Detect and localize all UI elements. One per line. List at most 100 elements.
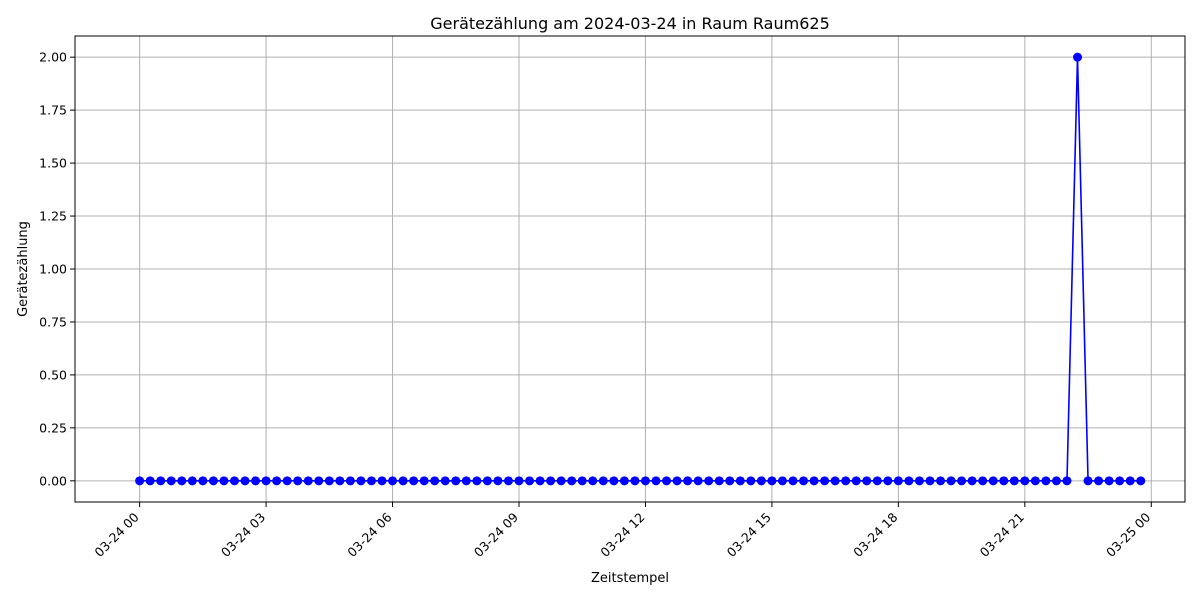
- data-point: [1062, 476, 1072, 486]
- y-tick-label: 1.75: [39, 103, 67, 118]
- data-point: [556, 476, 566, 486]
- y-tick-label: 1.50: [39, 156, 67, 171]
- data-point: [630, 476, 640, 486]
- data-point: [1094, 476, 1104, 486]
- y-tick-label: 0.00: [39, 473, 67, 488]
- data-point: [430, 476, 440, 486]
- data-point: [166, 476, 176, 486]
- data-point: [967, 476, 977, 486]
- data-point: [777, 476, 787, 486]
- data-point: [503, 476, 513, 486]
- data-point: [619, 476, 629, 486]
- data-point: [303, 476, 313, 486]
- data-point: [293, 476, 303, 486]
- data-point: [546, 476, 556, 486]
- x-tick-label: 03-24 12: [597, 510, 647, 560]
- data-point: [525, 476, 535, 486]
- data-point: [240, 476, 250, 486]
- data-point: [451, 476, 461, 486]
- x-axis-title: Zeitstempel: [591, 571, 669, 586]
- data-point: [219, 476, 229, 486]
- grid: [75, 36, 1185, 502]
- data-point: [377, 476, 387, 486]
- data-point: [925, 476, 935, 486]
- x-tick-label: 03-24 09: [471, 509, 521, 559]
- data-point: [862, 476, 872, 486]
- x-tick-label: 03-24 15: [724, 510, 774, 560]
- data-point: [704, 476, 714, 486]
- x-tick-label: 03-25 00: [1103, 509, 1153, 559]
- data-point: [187, 476, 197, 486]
- data-point: [640, 476, 650, 486]
- y-tick-label: 0.25: [39, 420, 67, 435]
- y-tick-label: 1.25: [39, 209, 67, 224]
- y-tick-label: 0.50: [39, 367, 67, 382]
- data-point: [272, 476, 282, 486]
- data-point: [883, 476, 893, 486]
- data-point: [398, 476, 408, 486]
- data-point: [988, 476, 998, 486]
- data-point: [198, 476, 208, 486]
- data-point: [799, 476, 809, 486]
- data-point: [177, 476, 187, 486]
- data-point: [324, 476, 334, 486]
- data-point: [841, 476, 851, 486]
- data-point: [872, 476, 882, 486]
- data-point: [914, 476, 924, 486]
- x-tick-label: 03-24 03: [218, 510, 268, 560]
- data-point: [567, 476, 577, 486]
- data-point: [693, 476, 703, 486]
- x-tick-label: 03-24 00: [91, 509, 141, 559]
- data-point: [1115, 476, 1125, 486]
- data-point: [461, 476, 471, 486]
- data-point: [767, 476, 777, 486]
- data-point: [851, 476, 861, 486]
- data-point: [1136, 476, 1146, 486]
- data-point: [1104, 476, 1114, 486]
- series-layer: [135, 52, 1146, 486]
- data-point: [419, 476, 429, 486]
- y-tick-label: 1.00: [39, 262, 67, 277]
- data-point: [788, 476, 798, 486]
- data-point: [577, 476, 587, 486]
- data-point: [1083, 476, 1093, 486]
- data-point: [282, 476, 292, 486]
- data-point: [1073, 52, 1083, 62]
- data-point: [957, 476, 967, 486]
- data-point: [1009, 476, 1019, 486]
- data-point: [482, 476, 492, 486]
- data-point: [893, 476, 903, 486]
- data-point: [936, 476, 946, 486]
- data-point: [366, 476, 376, 486]
- data-point: [904, 476, 914, 486]
- data-point: [946, 476, 956, 486]
- data-point: [746, 476, 756, 486]
- data-point: [1030, 476, 1040, 486]
- data-point: [514, 476, 524, 486]
- data-point: [735, 476, 745, 486]
- data-point: [493, 476, 503, 486]
- data-point: [535, 476, 545, 486]
- y-axis-title: Gerätezählung: [16, 221, 31, 317]
- data-point: [1051, 476, 1061, 486]
- data-point: [409, 476, 419, 486]
- y-tick-label: 0.75: [39, 314, 67, 329]
- data-point: [714, 476, 724, 486]
- data-point: [135, 476, 145, 486]
- data-point: [251, 476, 261, 486]
- data-point: [440, 476, 450, 486]
- data-point: [662, 476, 672, 486]
- data-point: [472, 476, 482, 486]
- data-point: [830, 476, 840, 486]
- chart-title: Gerätezählung am 2024-03-24 in Raum Raum…: [430, 14, 830, 33]
- data-point: [609, 476, 619, 486]
- data-point: [809, 476, 819, 486]
- data-point: [1041, 476, 1051, 486]
- x-tick-label: 03-24 21: [977, 510, 1027, 560]
- data-point: [820, 476, 830, 486]
- data-point: [1020, 476, 1030, 486]
- data-point: [978, 476, 988, 486]
- y-tick-label: 2.00: [39, 50, 67, 65]
- data-point: [314, 476, 324, 486]
